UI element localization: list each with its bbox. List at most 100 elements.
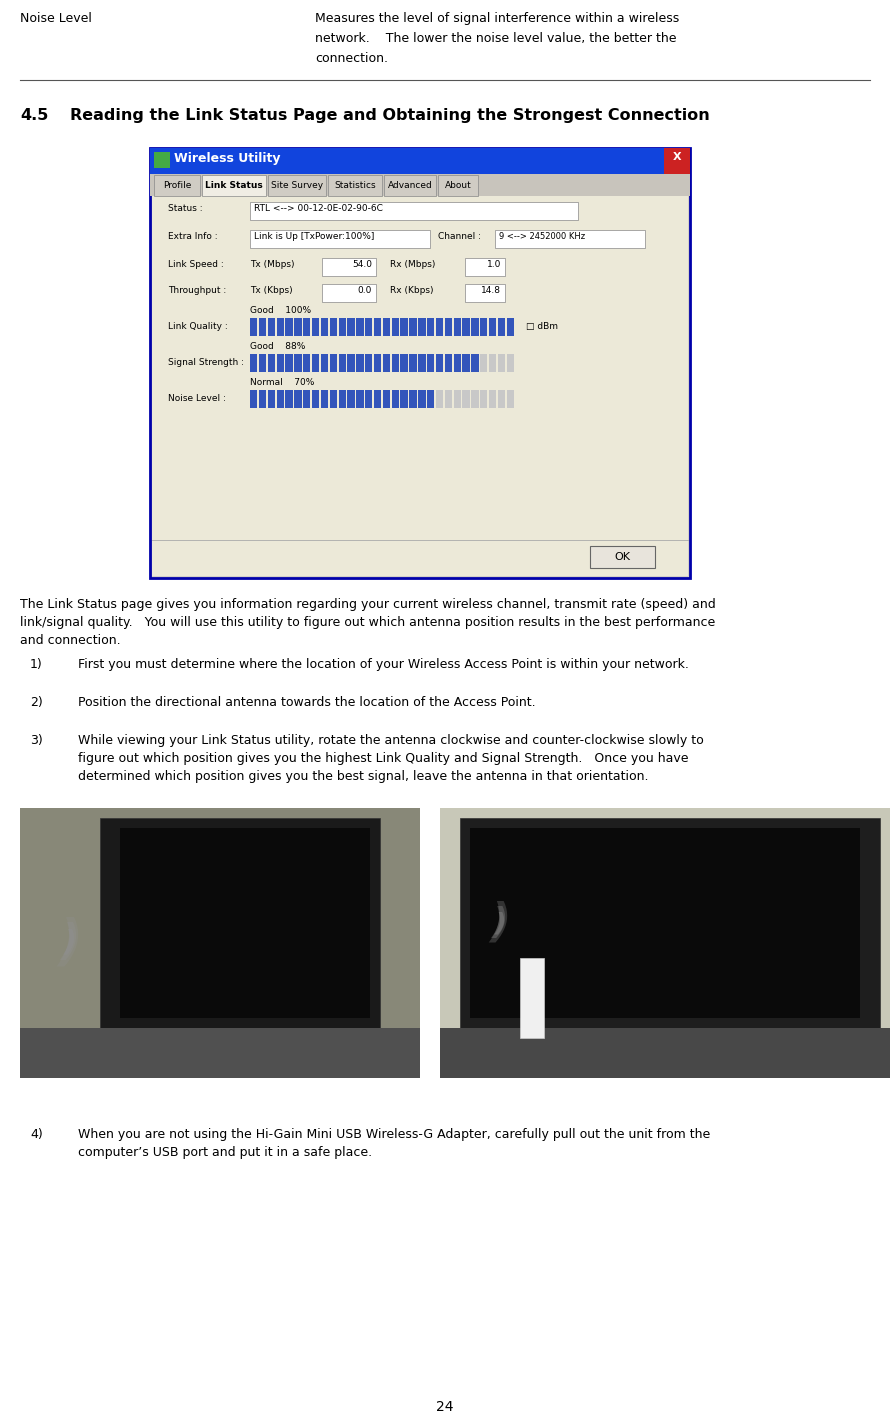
Text: ): ) xyxy=(64,929,77,958)
Bar xyxy=(480,354,488,372)
Bar xyxy=(365,354,372,372)
Text: network.    The lower the noise level value, the better the: network. The lower the noise level value… xyxy=(315,31,676,46)
Text: Noise Level :: Noise Level : xyxy=(168,394,226,402)
Text: Signal Strength :: Signal Strength : xyxy=(168,358,244,367)
Bar xyxy=(480,318,488,335)
Bar xyxy=(495,230,645,248)
Text: Normal    70%: Normal 70% xyxy=(250,378,314,387)
Bar xyxy=(365,390,372,408)
Bar xyxy=(286,354,293,372)
Bar xyxy=(506,318,514,335)
Bar xyxy=(312,354,320,372)
Bar xyxy=(454,318,461,335)
Bar xyxy=(383,390,390,408)
Bar xyxy=(20,1027,420,1077)
Text: Status :: Status : xyxy=(168,204,203,213)
Text: 54.0: 54.0 xyxy=(352,260,372,270)
Text: Tx (Mbps): Tx (Mbps) xyxy=(250,260,295,270)
Bar xyxy=(454,390,461,408)
Text: Tx (Kbps): Tx (Kbps) xyxy=(250,285,293,295)
Bar xyxy=(374,318,381,335)
Text: Link is Up [TxPower:100%]: Link is Up [TxPower:100%] xyxy=(254,233,375,241)
Bar xyxy=(268,354,275,372)
Bar xyxy=(427,390,434,408)
Text: Channel :: Channel : xyxy=(438,233,481,241)
Text: 0.0: 0.0 xyxy=(358,285,372,295)
Bar xyxy=(400,354,408,372)
Bar xyxy=(329,390,337,408)
Text: ): ) xyxy=(61,922,79,965)
Text: Link Speed :: Link Speed : xyxy=(168,260,223,270)
Bar xyxy=(259,354,266,372)
Bar xyxy=(152,195,688,577)
Text: 3): 3) xyxy=(30,733,43,746)
Bar xyxy=(347,318,355,335)
Bar xyxy=(489,318,497,335)
Text: Profile: Profile xyxy=(163,181,191,190)
Text: 14.8: 14.8 xyxy=(481,285,501,295)
Bar xyxy=(120,828,370,1017)
Bar xyxy=(322,284,376,303)
Bar xyxy=(392,318,399,335)
Bar xyxy=(400,390,408,408)
Bar xyxy=(303,390,311,408)
Text: link/signal quality.   You will use this utility to figure out which antenna pos: link/signal quality. You will use this u… xyxy=(20,616,716,629)
Text: 9 <--> 2452000 KHz: 9 <--> 2452000 KHz xyxy=(499,233,585,241)
Text: OK: OK xyxy=(614,552,630,562)
Bar xyxy=(295,354,302,372)
Bar xyxy=(471,318,479,335)
Text: 4): 4) xyxy=(30,1127,43,1142)
Bar xyxy=(20,808,420,1077)
Bar xyxy=(436,318,443,335)
Bar xyxy=(347,354,355,372)
Text: Good    88%: Good 88% xyxy=(250,342,305,351)
Bar xyxy=(303,318,311,335)
Text: While viewing your Link Status utility, rotate the antenna clockwise and counter: While viewing your Link Status utility, … xyxy=(78,733,704,746)
Bar xyxy=(286,318,293,335)
Text: Position the directional antenna towards the location of the Access Point.: Position the directional antenna towards… xyxy=(78,696,536,709)
Text: 4.5: 4.5 xyxy=(20,108,48,123)
Bar xyxy=(268,318,275,335)
Text: figure out which position gives you the highest Link Quality and Signal Strength: figure out which position gives you the … xyxy=(78,752,689,765)
Text: Link Quality :: Link Quality : xyxy=(168,323,228,331)
Text: Wireless Utility: Wireless Utility xyxy=(174,153,280,166)
Text: Advanced: Advanced xyxy=(388,181,433,190)
Bar xyxy=(329,318,337,335)
Bar xyxy=(427,354,434,372)
Text: The Link Status page gives you information regarding your current wireless chann: The Link Status page gives you informati… xyxy=(20,598,716,611)
Bar xyxy=(590,547,655,568)
Bar xyxy=(374,390,381,408)
Bar xyxy=(392,390,399,408)
Bar xyxy=(384,176,436,195)
Text: Good    100%: Good 100% xyxy=(250,305,312,315)
Bar xyxy=(338,318,346,335)
Bar xyxy=(471,354,479,372)
Bar xyxy=(438,176,478,195)
Text: First you must determine where the location of your Wireless Access Point is wit: First you must determine where the locat… xyxy=(78,658,689,671)
Bar xyxy=(436,390,443,408)
Text: Noise Level: Noise Level xyxy=(20,11,92,26)
Text: RTL <--> 00-12-0E-02-90-6C: RTL <--> 00-12-0E-02-90-6C xyxy=(254,204,383,213)
Bar xyxy=(436,354,443,372)
Bar xyxy=(498,390,506,408)
Bar xyxy=(470,828,860,1017)
Bar xyxy=(463,390,470,408)
Bar xyxy=(100,818,380,1067)
Bar xyxy=(440,1027,890,1077)
Bar xyxy=(465,258,505,275)
Bar xyxy=(295,390,302,408)
Bar xyxy=(465,284,505,303)
Bar xyxy=(312,318,320,335)
Text: 1): 1) xyxy=(30,658,43,671)
Bar xyxy=(383,318,390,335)
Bar xyxy=(268,390,275,408)
Bar xyxy=(150,148,690,174)
Bar xyxy=(460,818,880,1067)
Bar xyxy=(463,318,470,335)
Text: Site Survey: Site Survey xyxy=(271,181,323,190)
Text: Link Status: Link Status xyxy=(205,181,263,190)
Bar xyxy=(295,318,302,335)
Text: ): ) xyxy=(494,910,506,935)
Bar xyxy=(409,318,417,335)
Bar xyxy=(329,354,337,372)
